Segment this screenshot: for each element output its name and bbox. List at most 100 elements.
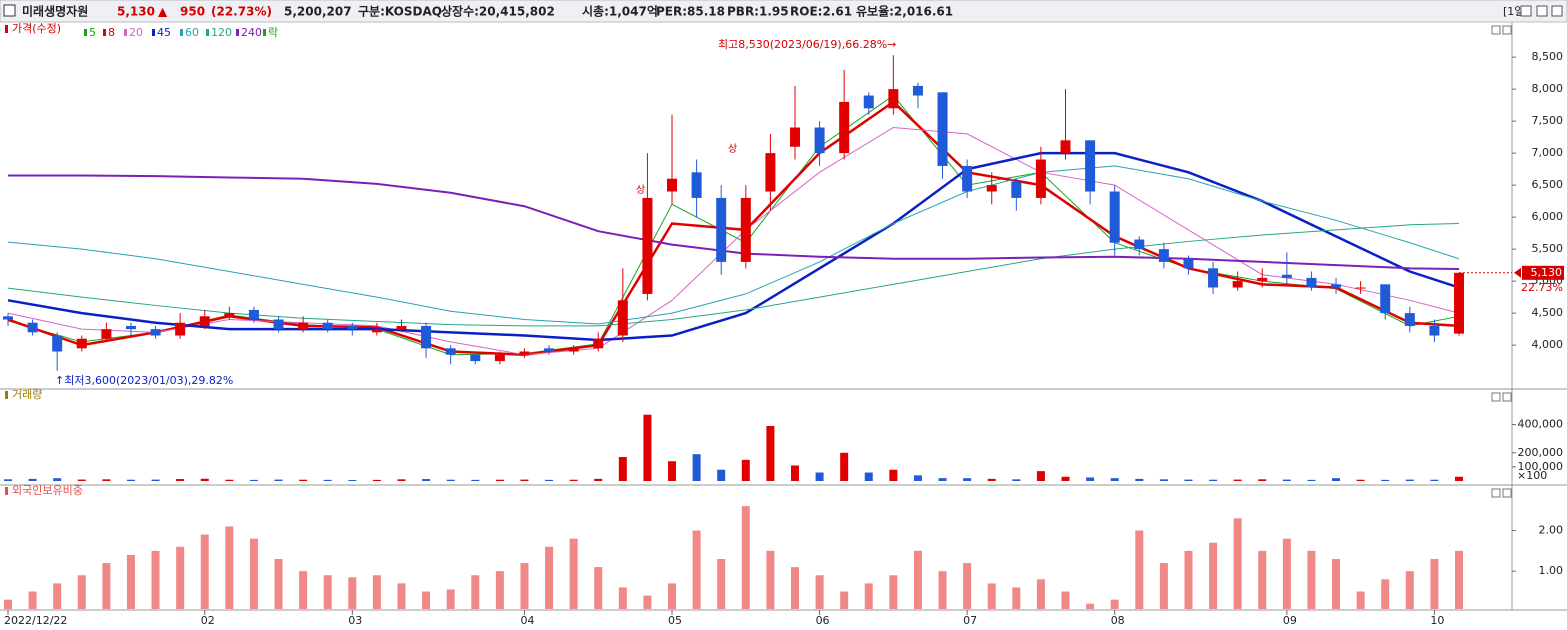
x-tick-label: 06 [816,614,830,627]
window-button[interactable] [1536,5,1548,17]
bar [1356,591,1365,609]
candle-body [150,329,161,336]
bar [495,571,504,609]
panel-button[interactable] [1491,488,1501,498]
bar [249,538,258,609]
bar [200,478,209,481]
bar [938,571,947,609]
candle-body [298,322,309,330]
bar [77,575,86,609]
window-button[interactable] [1520,5,1532,17]
x-tick-label: 03 [348,614,362,627]
candle-body [1429,325,1440,336]
panel-button[interactable] [1491,25,1501,35]
bar [569,479,578,481]
bar [1258,479,1267,481]
bar [1209,542,1218,609]
panel-title-swatch [5,25,8,33]
bar [938,478,947,481]
bar [372,479,381,481]
panel-button[interactable] [1491,392,1501,402]
bar [249,479,258,481]
bar [790,465,799,481]
candle-body [76,338,87,349]
candle-body [544,348,555,352]
bar [1110,599,1119,609]
x-tick-label: 09 [1283,614,1297,627]
bar [53,478,62,481]
moving-average [8,174,1460,270]
bar [1381,479,1390,481]
legend-swatch [152,29,155,36]
bar [668,583,677,609]
candle-body [1158,249,1169,262]
bar [446,589,455,609]
panel-button[interactable] [1502,488,1512,498]
bar [225,479,234,481]
candle-body [888,89,899,109]
legend-swatch [263,29,266,36]
window-button[interactable] [1551,5,1563,17]
bar [1012,587,1021,609]
candle-body [1281,274,1292,278]
x-tick-label: 02 [201,614,215,627]
legend-label: 45 [157,26,171,39]
candle-body [347,325,358,330]
bar [1012,479,1021,481]
bar [668,461,677,481]
bar [1159,479,1168,481]
bar [1036,579,1045,609]
moving-average [7,127,1460,356]
candle-body [593,338,604,349]
legend-swatch [206,29,209,36]
last-change-label: 22.73% [1521,281,1563,294]
legend-label: 20 [129,26,143,39]
panel-button[interactable] [1502,392,1512,402]
bar [446,479,455,481]
y-tick-label: 6,000 [1532,210,1564,223]
bar [987,583,996,609]
x-tick-label: 10 [1430,614,1444,627]
bar [77,479,86,481]
bar [545,546,554,609]
candle-body [912,85,923,96]
panel-title: 외국인보유비중 [12,484,83,497]
bar [1381,579,1390,609]
pbr: PBR:1.95 [727,5,789,19]
panel-title: 거래량 [12,388,42,401]
bar [1282,538,1291,609]
bar [1405,479,1414,481]
reserve: 유보율:2,016.61 [856,5,953,19]
checkbox[interactable] [3,4,16,17]
bar [323,479,332,481]
bar [840,591,849,609]
candle-body [1060,140,1071,154]
candle-body [568,348,579,352]
candle-body [1134,239,1145,250]
candle-body [396,325,407,330]
moving-average [7,165,1460,325]
candle-body [839,101,850,154]
bar [1430,558,1439,609]
bar [1455,476,1463,481]
bar [717,469,726,481]
bar [323,575,332,609]
candle-body [199,316,210,326]
legend-label: 락 [268,26,278,39]
bar [28,478,37,481]
bar [987,478,996,481]
candle-body [1232,281,1243,288]
bar [913,475,922,481]
bar [299,479,308,481]
candle-body [617,300,628,336]
candle-body [1380,284,1391,314]
candle-body [273,319,284,330]
panel-button[interactable] [1502,25,1512,35]
bar [274,479,283,481]
bar [176,546,185,609]
roe: ROE:2.61 [790,5,852,19]
bar [520,563,529,609]
y-tick-label: 100,000 [1518,460,1564,473]
bar [717,558,726,609]
